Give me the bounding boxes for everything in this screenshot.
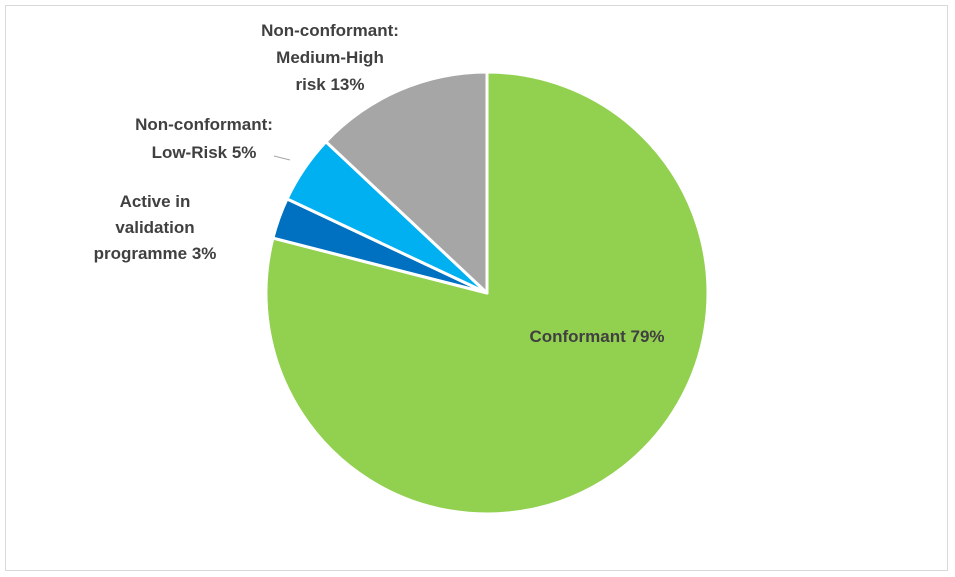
leader-line — [273, 155, 291, 161]
data-label-active-in-validation-programme: Active in validation programme 3% — [94, 192, 217, 263]
leader-lines — [273, 155, 291, 161]
data-labels: Conformant 79% Active in validation program… — [94, 21, 665, 346]
data-label-non-conformant-low-risk: Non-conformant: Low-Risk 5% — [135, 115, 273, 162]
data-label-conformant: Conformant 79% — [529, 327, 664, 346]
pie-slice-non-conformant-medium-high-risk — [324, 70, 489, 295]
data-label-non-conformant-medium-high-risk: Non-conformant: Medium-High risk 13% — [261, 21, 399, 94]
pie-slices — [264, 70, 710, 516]
